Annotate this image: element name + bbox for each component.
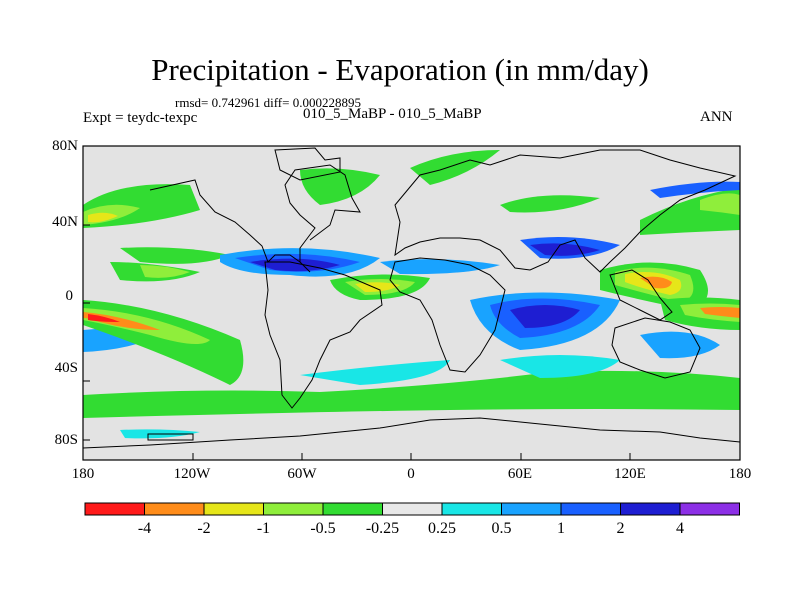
coastline-australia [611, 317, 701, 379]
colorbar-label-1: -2 [197, 520, 211, 537]
season-label: ANN [700, 109, 733, 125]
colorbar-label-3: -0.5 [310, 520, 336, 537]
experiment-label: Expt = teydc-texpc [83, 110, 198, 126]
axis-ticks [82, 145, 741, 460]
colorbar-swatch-1 [144, 502, 205, 516]
coastlines [82, 147, 741, 449]
field-contour-2 [88, 212, 118, 223]
lat-tick-80n: 80N [52, 138, 78, 154]
lat-tick-40n: 40N [52, 214, 78, 230]
colorbar-swatch-5 [382, 502, 443, 516]
coastline-ice-island [147, 433, 194, 441]
colorbar-swatch-9 [620, 502, 681, 516]
colorbar-swatch-4 [322, 502, 383, 516]
field-contour-37 [83, 370, 740, 418]
coastline-north-america [149, 164, 361, 273]
colorbar-swatch-6 [441, 502, 502, 516]
coastline-maritime-continent [609, 269, 673, 321]
stats-line: rmsd= 0.742961 diff= 0.000228895 [175, 95, 361, 110]
coastline-antarctica [82, 417, 741, 449]
lon-tick-60w: 60W [287, 466, 317, 482]
colorbar-swatch-10 [679, 502, 740, 516]
colorbar-swatch-8 [560, 502, 621, 516]
field-contour-8 [700, 193, 740, 215]
colorbar-label-8: 2 [616, 520, 625, 537]
coastline-africa [389, 257, 506, 373]
lat-tick-40s: 40S [54, 360, 78, 376]
field-contour-36 [700, 307, 740, 318]
colorbar-swatch-7 [501, 502, 562, 516]
colorbar-label-5: 0.25 [428, 520, 456, 537]
field-contour-6 [500, 195, 600, 213]
colorbar-swatch-0 [84, 502, 145, 516]
colorbar-label-2: -1 [256, 520, 271, 537]
field-contour-19 [640, 331, 720, 359]
coastline-south-america [264, 261, 383, 409]
lon-tick-120e: 120E [614, 466, 646, 482]
field-contour-13 [380, 259, 500, 275]
field-contour-3 [120, 247, 230, 264]
colorbar-label-0: -4 [137, 520, 152, 537]
lon-tick-180e: 180 [728, 466, 752, 482]
lon-tick-180w: 180 [71, 466, 95, 482]
field-contour-26 [140, 265, 190, 278]
field-contour-4 [300, 168, 380, 205]
colorbar-label-9: 4 [676, 520, 684, 537]
coastline-greenland [274, 147, 341, 181]
field-contour-38 [300, 360, 450, 385]
field-contour-41 [480, 381, 580, 395]
field-contour-18 [510, 305, 580, 328]
plot-title: Precipitation - Evaporation (in mm/day) [151, 52, 649, 87]
lon-tick-60e: 60E [507, 466, 533, 482]
lon-tick-0: 0 [407, 466, 415, 482]
case-label: 010_5_MaBP - 010_5_MaBP [303, 106, 482, 122]
colorbar-label-6: 0.5 [491, 520, 512, 537]
precipitation-field [83, 150, 740, 439]
field-contour-9 [650, 181, 740, 198]
colorbar-label-7: 1 [557, 520, 565, 537]
field-contour-39 [500, 355, 620, 378]
colorbar-swatch-2 [203, 502, 264, 516]
field-contour-5 [410, 150, 500, 185]
field-contour-29 [355, 282, 400, 292]
lat-tick-0: 0 [65, 288, 74, 304]
coastline-eurasia [394, 149, 737, 273]
lon-tick-120w: 120W [173, 466, 211, 482]
colorbar-label-4: -0.25 [365, 520, 400, 537]
colorbar-swatch-3 [263, 502, 324, 516]
field-contour-24 [88, 314, 120, 322]
lat-tick-80s: 80S [54, 432, 78, 448]
